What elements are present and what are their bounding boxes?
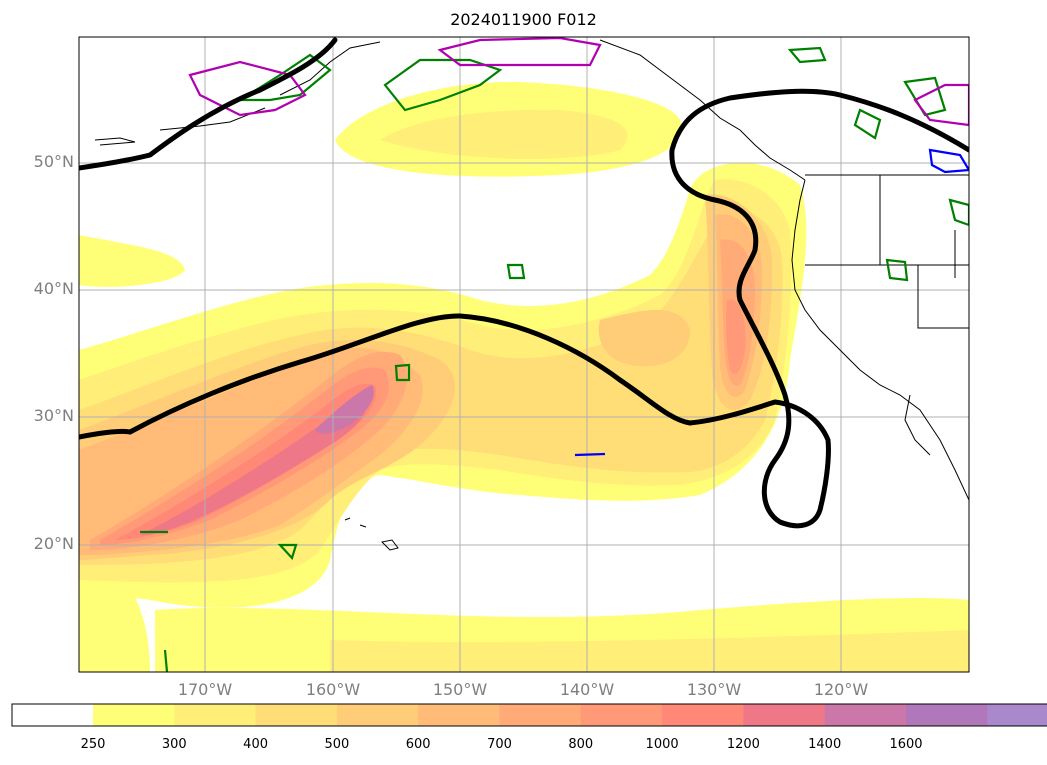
colorbar-tick-label: 1600 [889, 737, 923, 752]
jet-contour-line [79, 37, 969, 529]
lon-label-130w: 130°W [686, 680, 742, 699]
colorbar-tick-label: 1200 [726, 737, 760, 752]
colorbar-tick-label: 800 [568, 737, 594, 752]
contour-lines [140, 37, 969, 672]
colorbar-segment [93, 704, 175, 726]
colorbar-tick-label: 500 [324, 737, 350, 752]
colorbar-tick-label: 250 [80, 737, 106, 752]
map-frame [78, 36, 970, 673]
colorbar-segment [174, 704, 257, 726]
colorbar-extend-arrow [987, 704, 1047, 726]
gridlines [79, 37, 969, 672]
colorbar-segment [255, 704, 338, 726]
lon-label-140w: 140°W [559, 680, 615, 699]
colorbar-tick-label: 1400 [808, 737, 842, 752]
colorbar-under-segment [12, 704, 93, 726]
colorbar-segment [580, 704, 663, 726]
colorbar-outline [11, 703, 1047, 727]
colorbar-segment [336, 704, 419, 726]
lat-label-40n: 40°N [33, 279, 74, 298]
coastlines [94, 39, 969, 551]
lat-label-20n: 20°N [33, 534, 74, 553]
colorbar-segment [824, 704, 907, 726]
lat-label-30n: 30°N [33, 406, 74, 425]
colorbar-segment [418, 704, 500, 726]
lon-label-150w: 150°W [432, 680, 488, 699]
colorbar-tick-label: 300 [161, 737, 187, 752]
lon-label-160w: 160°W [305, 680, 361, 699]
colorbar-tick-label: 600 [405, 737, 431, 752]
lon-label-170w: 170°W [177, 680, 233, 699]
lon-label-120w: 120°W [813, 680, 869, 699]
colorbar-tick-label: 700 [487, 737, 512, 752]
colorbar-segment [662, 704, 744, 726]
lat-label-50n: 50°N [33, 152, 74, 171]
colorbar [11, 703, 1047, 727]
map-title: 2024011900 F012 [450, 10, 597, 29]
colorbar-segment [499, 704, 582, 726]
colorbar-segment [743, 704, 826, 726]
colorbar-tick-label: 1000 [645, 737, 679, 752]
colorbar-tick-label: 400 [243, 737, 268, 752]
colorbar-segment [906, 704, 988, 726]
